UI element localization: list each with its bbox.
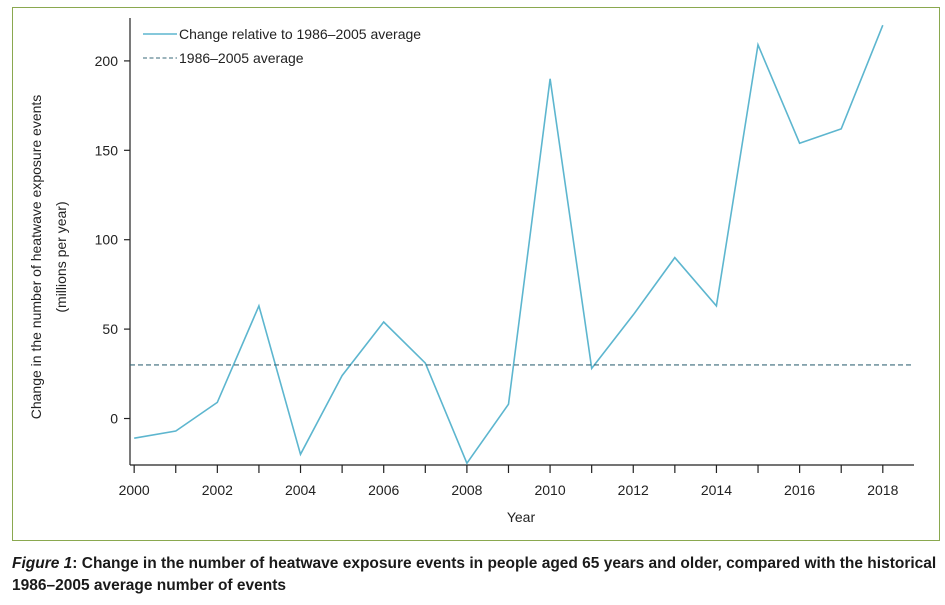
y-tick-label-100: 100 xyxy=(95,232,119,248)
series xyxy=(130,24,914,465)
y-tick-label-50: 50 xyxy=(102,321,118,337)
y-tick-label-150: 150 xyxy=(95,142,119,158)
heatwave-line-chart: 0 50 100 150 200 2000 2002 2004 2006 2008 2010 2012… xyxy=(28,18,914,525)
y-axis-title: Change in the number of heatwave exposur… xyxy=(28,95,44,420)
x-tick-label-2010: 2010 xyxy=(534,482,565,498)
x-tick-label-2004: 2004 xyxy=(285,482,316,498)
figure-caption: Figure 1: Change in the number of heatwa… xyxy=(12,553,937,597)
axes xyxy=(129,18,914,466)
x-tick-label-2014: 2014 xyxy=(701,482,732,498)
y-tick-label-200: 200 xyxy=(95,53,119,69)
ticks: 0 50 100 150 200 2000 2002 2004 2006 2008 2010 2012… xyxy=(95,53,899,498)
legend-label-0: Change relative to 1986–2005 average xyxy=(179,26,421,42)
x-tick-label-2008: 2008 xyxy=(451,482,482,498)
legend: Change relative to 1986–2005 average 1986… xyxy=(143,26,421,66)
figure-frame xyxy=(12,7,940,541)
figure-caption-label: Figure 1 xyxy=(12,555,73,572)
y-tick-label-0: 0 xyxy=(110,411,118,427)
y-axis-units: (millions per year) xyxy=(53,201,69,312)
x-axis-title: Year xyxy=(507,509,536,525)
series-line-change xyxy=(134,24,884,465)
x-tick-label-2012: 2012 xyxy=(618,482,649,498)
x-tick-label-2000: 2000 xyxy=(119,482,150,498)
x-tick-label-2016: 2016 xyxy=(784,482,815,498)
x-tick-label-2006: 2006 xyxy=(368,482,399,498)
x-tick-label-2018: 2018 xyxy=(867,482,898,498)
legend-label-1: 1986–2005 average xyxy=(179,50,304,66)
x-tick-label-2002: 2002 xyxy=(202,482,233,498)
figure-caption-text: : Change in the number of heatwave expos… xyxy=(12,555,937,594)
